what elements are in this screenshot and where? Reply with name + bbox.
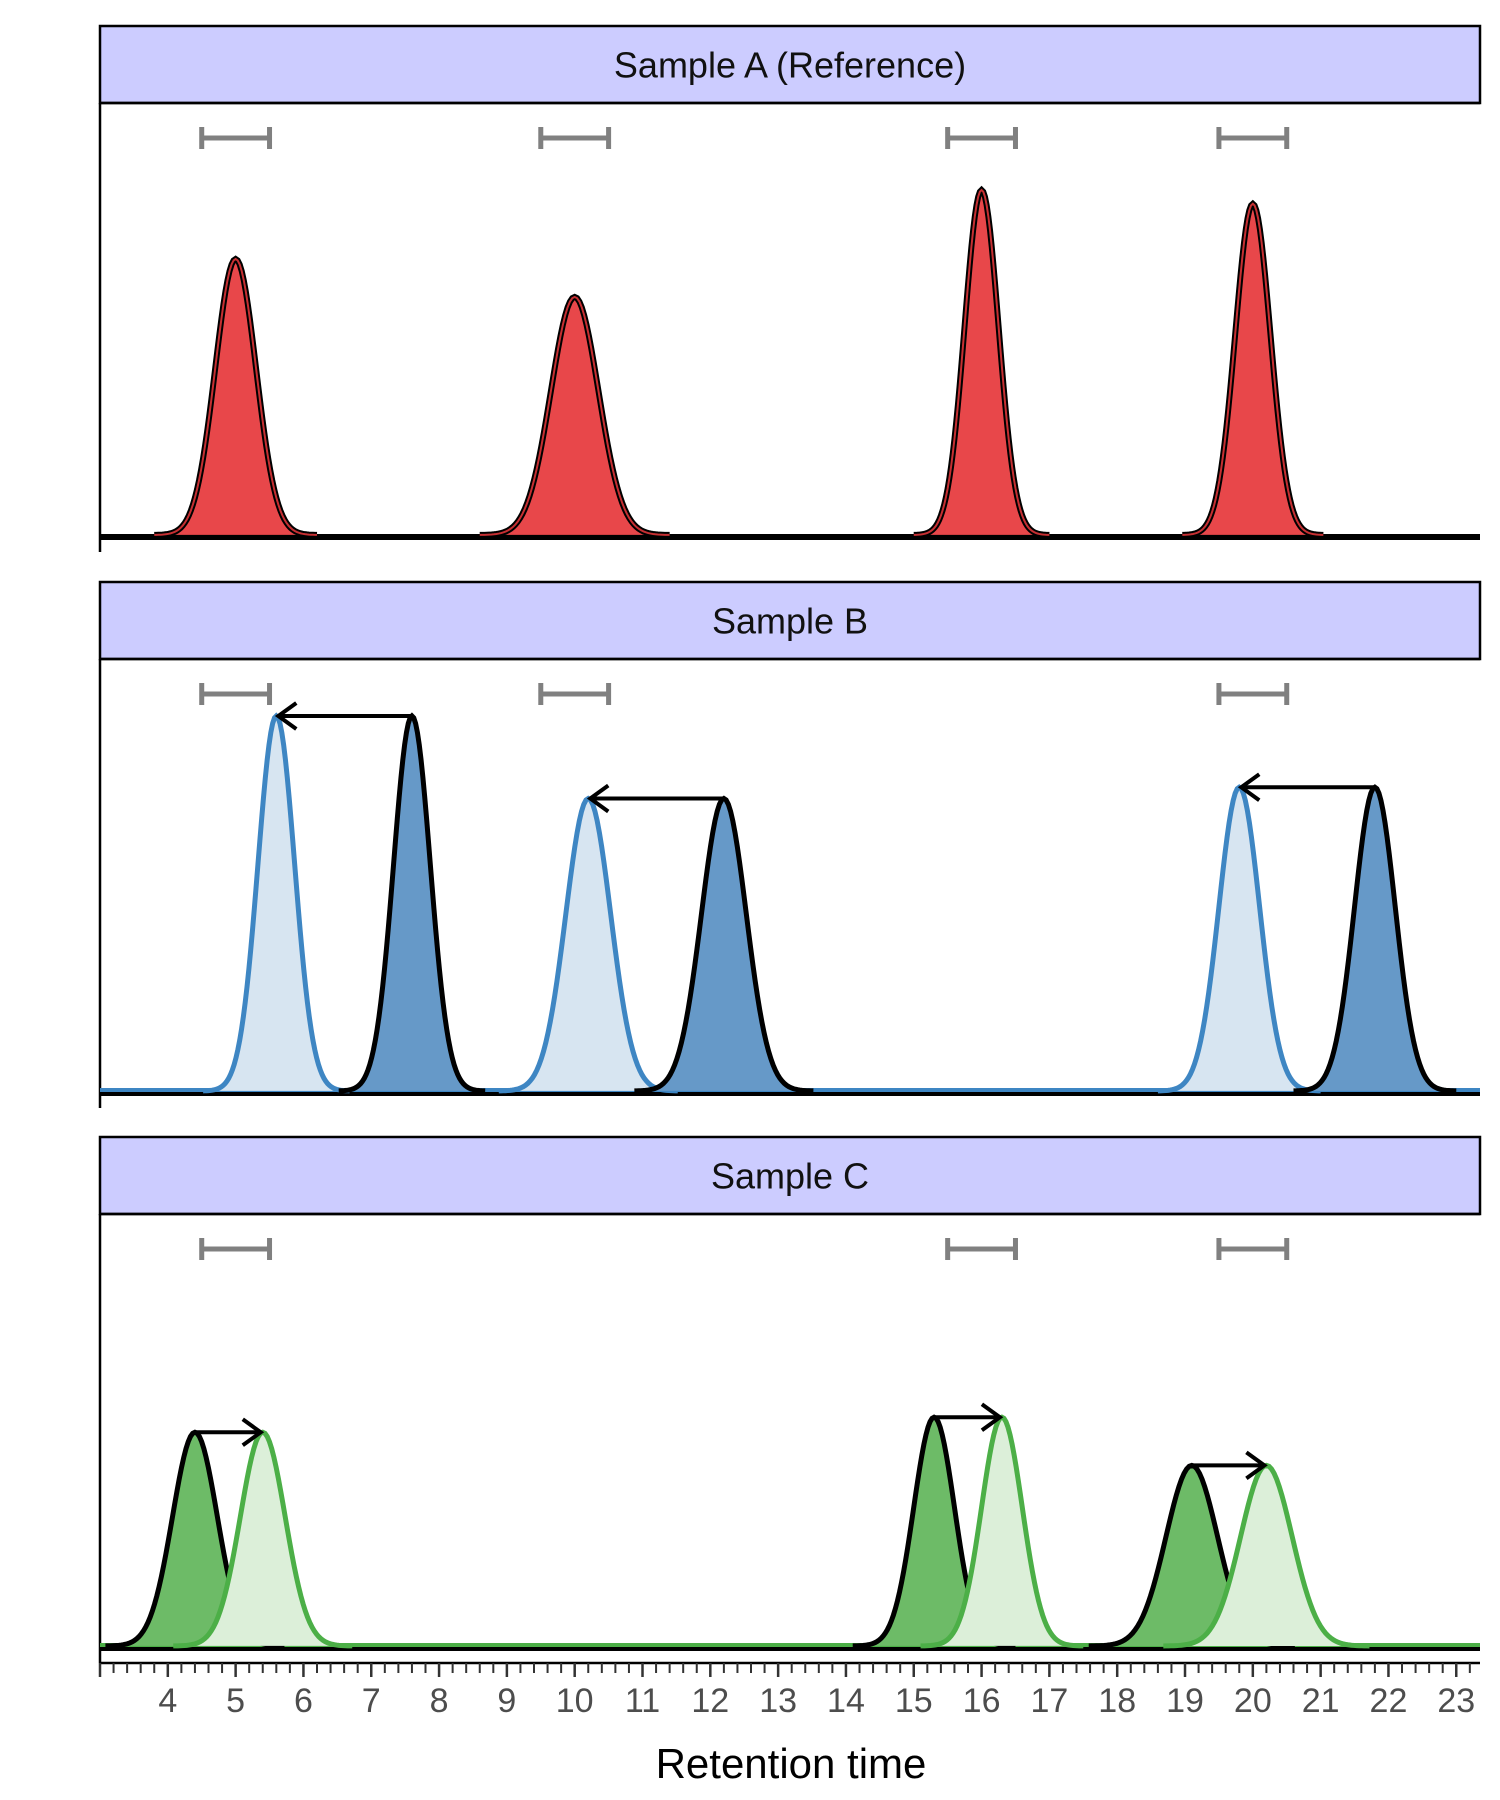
panel-title: Sample A (Reference) (614, 45, 966, 86)
panel-title: Sample C (711, 1156, 869, 1197)
shift-arrow (1191, 1450, 1268, 1481)
x-tick-label: 6 (294, 1682, 313, 1720)
peak-observed-fill (634, 798, 814, 1091)
shift-arrow (194, 1417, 265, 1447)
panel-2: Sample B (98, 580, 1482, 1108)
x-tick-label: 9 (497, 1682, 516, 1720)
x-tick-label: 15 (895, 1682, 933, 1720)
peak-inner-outline (913, 188, 1050, 536)
peak-aligned-fill (498, 798, 678, 1091)
x-tick-label: 19 (1166, 1682, 1204, 1720)
shift-arrow-head (980, 1402, 1004, 1432)
alignment-window-bar (1216, 683, 1290, 705)
alignment-window-bar (945, 127, 1018, 149)
peak-inner-outline (479, 295, 670, 536)
x-tick-label: 7 (362, 1682, 381, 1720)
x-axis-ticks (98, 1661, 1480, 1677)
peak-observed-fill (1088, 1465, 1295, 1646)
x-tick-label: 21 (1302, 1682, 1340, 1720)
alignment-window-bar (538, 683, 612, 705)
panel-strip (98, 1135, 1482, 1216)
peak-observed-fill (852, 1417, 1016, 1646)
peak-aligned-fill (1163, 1465, 1370, 1646)
peak-observed-fill (105, 1432, 285, 1646)
peak-reference-fill (913, 190, 1050, 535)
panel-title: Sample B (712, 601, 868, 642)
alignment-window-bar (945, 1238, 1018, 1260)
alignment-window-bar (1216, 1238, 1290, 1260)
x-tick-label: 23 (1437, 1682, 1475, 1720)
x-tick-label: 14 (827, 1682, 865, 1720)
shift-arrow (274, 701, 412, 731)
x-tick-label: 17 (1030, 1682, 1068, 1720)
x-tick-label: 5 (226, 1682, 245, 1720)
shift-arrow-head (241, 1417, 265, 1447)
peak-reference-fill (154, 259, 317, 535)
peak-observed-outline (1293, 784, 1457, 1094)
alignment-window-bar (1216, 127, 1290, 149)
peak-inner-outline (154, 257, 318, 536)
x-tick-label: 11 (625, 1682, 660, 1720)
peak-aligned-fill (1157, 787, 1321, 1091)
x-tick-label: 22 (1370, 1682, 1408, 1720)
x-tick-label: 18 (1098, 1682, 1136, 1720)
peak-reference-fill (1182, 203, 1324, 535)
alignment-window-bar (538, 127, 612, 149)
shift-arrow-head (1245, 1450, 1268, 1481)
shift-arrow-head (1237, 772, 1261, 802)
x-tick-label: 13 (759, 1682, 797, 1720)
shift-arrow (934, 1402, 1004, 1432)
peak-observed-fill (1293, 787, 1457, 1091)
peak-aligned-fill (920, 1417, 1084, 1646)
panel-1: Sample A (Reference) (98, 24, 1482, 552)
alignment-window-bar (199, 1238, 273, 1260)
shift-arrow (586, 783, 724, 814)
x-tick-label: 8 (430, 1682, 449, 1720)
panel-strip (98, 580, 1482, 661)
shift-arrow (1237, 772, 1375, 802)
x-tick-label: 20 (1234, 1682, 1272, 1720)
x-axis-tick-labels: 4 5 6 7 8 9 10 11 12 13 14 15 16 17 18 19 20 21 22 23 (158, 1682, 1475, 1720)
x-tick-label: 10 (556, 1682, 594, 1720)
peak-observed-fill (338, 716, 486, 1091)
peak-aligned-fill (173, 1432, 353, 1646)
shift-arrow-head (274, 701, 298, 731)
x-tick-label: 4 (158, 1682, 177, 1720)
facet-panels: Sample A (Reference) Sample B Sample C (98, 24, 1482, 1663)
peak-inner-outline (1182, 202, 1324, 536)
alignment-window-bar (199, 127, 273, 149)
peak-aligned-fill (203, 716, 350, 1091)
x-tick-label: 12 (691, 1682, 729, 1720)
alignment-window-bar (199, 683, 273, 705)
x-tick-label: 16 (963, 1682, 1001, 1720)
panel-3: Sample C (98, 1135, 1482, 1663)
x-axis-title: Retention time (656, 1740, 927, 1787)
peak-reference-fill (479, 296, 670, 535)
panel-strip (98, 24, 1482, 105)
x-axis: 4 5 6 7 8 9 10 11 12 13 14 15 16 17 18 19 20 21 22 23 Reten… (98, 1661, 1480, 1787)
shift-arrow-head (586, 783, 610, 814)
